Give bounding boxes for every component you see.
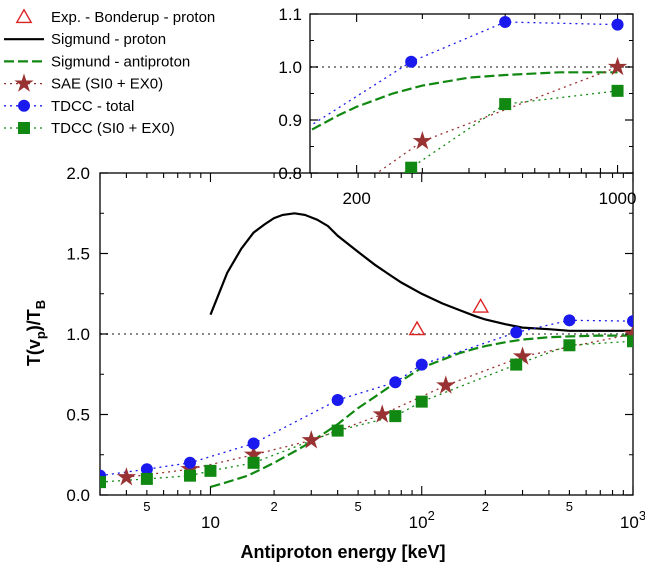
data-point-tdcc_total (415, 358, 428, 371)
inset-data-point-tdcc_si0 (405, 161, 418, 173)
inset-data-point-tdcc_si0 (611, 84, 624, 97)
data-point-sae (243, 444, 264, 463)
data-point-tdcc_total (510, 326, 523, 339)
legend: Exp. - Bonderup - proton Sigmund - proton… (4, 8, 215, 137)
legend-marker-tdcc_total (18, 99, 30, 112)
inset-y-tick-label: 1.0 (278, 58, 302, 77)
y-tick-label: 0.0 (66, 486, 90, 505)
data-point-tdcc_total (140, 463, 153, 476)
inset-background (310, 14, 633, 173)
y-tick-label: 2.0 (66, 164, 90, 183)
inset-data-point-tdcc_total (405, 55, 418, 68)
data-point-tdcc_si0 (627, 335, 633, 348)
data-point-tdcc_si0 (140, 472, 153, 485)
legend-label-sig_proton: Sigmund - proton (51, 31, 166, 48)
x-tick-label-minor: 5 (355, 499, 362, 514)
inset-frame (309, 13, 634, 174)
y-tick-label: 0.5 (66, 406, 90, 425)
x-tick-label-minor: 2 (482, 499, 489, 514)
data-point-tdcc_total (389, 376, 402, 389)
main-series-group (100, 212, 633, 489)
data-point-tdcc_total (183, 456, 196, 469)
data-point-sae (116, 467, 137, 486)
inset-series-group (310, 15, 628, 173)
y-axis-label: T(vp)/TB (24, 300, 48, 366)
data-point-tdcc_total (331, 394, 344, 407)
series-line-tdcc_si0 (100, 340, 633, 483)
data-point-sae (301, 430, 321, 449)
x-axis-label: Antiproton energy [keV] (240, 542, 445, 562)
legend-label-bonderup: Exp. - Bonderup - proton (51, 9, 215, 26)
x-tick-label-exponent: 3 (639, 508, 645, 523)
inset-y-tick-label: 0.8 (278, 164, 302, 183)
legend-marker-tdcc_si0 (18, 122, 30, 134)
inset-y-tick-label: 0.9 (278, 111, 302, 130)
series-line-tdcc_total (100, 319, 633, 477)
y-tick-label: 1.5 (66, 245, 90, 264)
data-point-sae (372, 404, 392, 423)
y-axis-label-mid: )/T (24, 309, 44, 331)
data-point-tdcc_si0 (183, 469, 196, 482)
x-tick-label-base: 10 (409, 513, 428, 532)
data-point-tdcc_total (563, 314, 576, 327)
legend-label-tdcc_si0: TDCC (SI0 + EX0) (51, 120, 175, 137)
data-point-tdcc_si0 (563, 339, 576, 352)
inset-data-point-tdcc_total (499, 15, 512, 28)
data-point-tdcc_si0 (100, 476, 106, 489)
x-tick-label-major: 103 (620, 508, 645, 532)
data-point-tdcc_si0 (247, 456, 260, 469)
x-tick-label-base: 10 (201, 513, 220, 532)
legend-marker-sae (14, 73, 34, 92)
inset-series-line-sig_anti (310, 71, 618, 132)
inset-x-tick-label: 1000 (599, 189, 637, 208)
inset-data-point-sae (607, 56, 628, 76)
data-point-bonderup (472, 298, 490, 313)
inset-series-line-sae (376, 66, 618, 173)
x-tick-label-exponent: 2 (428, 508, 435, 523)
data-point-sae (436, 375, 456, 394)
data-point-tdcc_si0 (415, 395, 428, 408)
x-tick-label-minor: 2 (270, 499, 277, 514)
x-tick-label-base: 10 (620, 513, 639, 532)
data-point-tdcc_si0 (389, 410, 402, 423)
legend-label-tdcc_total: TDCC - total (51, 98, 134, 115)
x-tick-label-major: 10 (201, 513, 220, 532)
legend-label-sae: SAE (SI0 + EX0) (51, 76, 163, 93)
axis-labels: Antiproton energy [keV] T(vp)/TB (24, 300, 446, 562)
y-axis-label-sub-p: p (33, 331, 48, 339)
x-tick-label-minor: 5 (566, 499, 573, 514)
series-line-sig_proton (209, 212, 633, 332)
x-tick-label-minor: 5 (143, 499, 150, 514)
data-point-tdcc_si0 (204, 464, 217, 477)
inset-y-tick-label: 1.1 (278, 5, 302, 24)
inset-data-point-tdcc_si0 (499, 98, 512, 111)
data-point-tdcc_total (247, 437, 260, 450)
x-tick-label-major: 102 (409, 508, 435, 532)
y-axis-label-main: T(v (24, 339, 44, 366)
inset-data-point-sae (412, 131, 433, 150)
data-point-sae (512, 346, 533, 365)
series-line-sae (126, 333, 633, 478)
y-tick-label: 1.0 (66, 325, 90, 344)
data-point-tdcc_si0 (510, 358, 523, 371)
legend-label-sig_anti: Sigmund - antiproton (51, 53, 190, 70)
inset-plot-area: 0.8 0.9 1.0 1.1 200 1000 (278, 5, 637, 208)
series-line-sig_anti (210, 334, 633, 488)
y-axis-label-sub-b: B (33, 300, 48, 309)
data-point-bonderup (408, 320, 426, 336)
legend-marker-bonderup (15, 8, 33, 24)
data-point-tdcc_si0 (331, 424, 344, 437)
data-point-tdcc_total (627, 315, 633, 328)
inset-x-tick-label: 200 (342, 189, 370, 208)
inset-data-point-tdcc_total (611, 18, 624, 31)
